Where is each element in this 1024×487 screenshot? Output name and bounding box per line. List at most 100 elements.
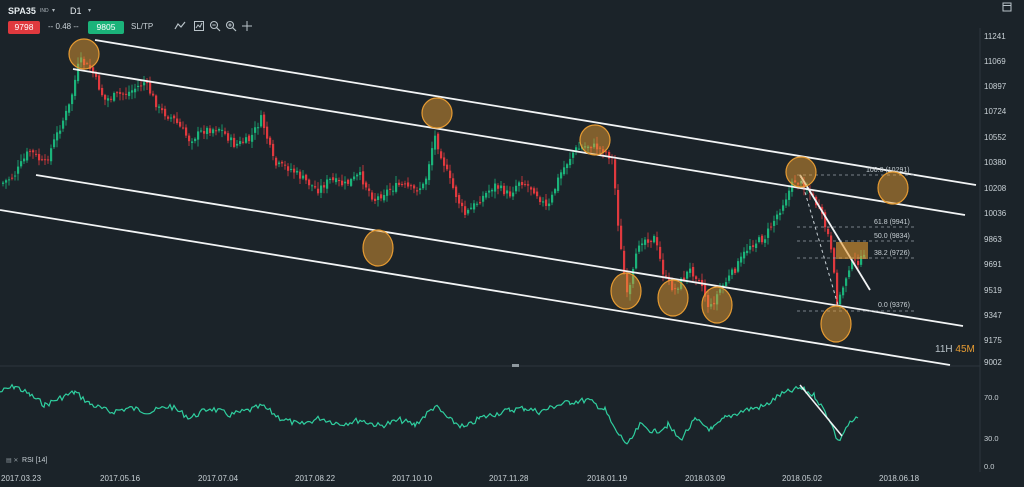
buy-button[interactable]: 9805 <box>88 21 124 34</box>
candle <box>833 248 836 273</box>
date-tick: 2018.05.02 <box>782 474 823 483</box>
candle <box>782 205 785 211</box>
candle <box>728 275 731 281</box>
candle <box>215 130 218 132</box>
candle <box>512 192 515 197</box>
trend-line-icon[interactable] <box>174 20 186 32</box>
candle <box>104 94 107 100</box>
candle <box>686 271 689 279</box>
date-tick: 2017.05.16 <box>100 474 141 483</box>
candle <box>641 243 644 246</box>
candle <box>443 157 446 166</box>
swing-marker <box>610 272 642 310</box>
candle <box>395 182 398 192</box>
price-tick: 10380 <box>984 158 1007 167</box>
candle <box>74 79 77 96</box>
candle <box>563 167 566 175</box>
candle <box>533 188 536 194</box>
price-tick: 10897 <box>984 82 1007 91</box>
candle <box>698 280 701 282</box>
candle <box>479 202 482 204</box>
candle <box>608 151 611 159</box>
candle <box>425 178 428 185</box>
maximize-icon[interactable] <box>1002 2 1012 14</box>
candle <box>779 212 782 216</box>
symbol-name[interactable]: SPA35 <box>8 6 36 16</box>
candle <box>557 177 560 191</box>
candle <box>551 194 554 203</box>
price-tick: 11241 <box>984 32 1006 41</box>
close-icon[interactable]: ✕ <box>13 458 19 464</box>
candle <box>683 277 686 280</box>
candle <box>179 121 182 127</box>
candle <box>635 253 638 269</box>
candle <box>26 151 29 161</box>
candle <box>128 91 131 97</box>
price-tick: 9002 <box>984 358 1002 367</box>
candle <box>653 236 656 243</box>
price-tick: 10036 <box>984 209 1007 218</box>
candle <box>353 176 356 180</box>
candle <box>578 148 581 150</box>
candle <box>773 220 776 226</box>
swing-marker <box>579 124 611 156</box>
candle <box>515 185 518 192</box>
symbol-dropdown-icon[interactable]: ▾ <box>52 8 56 14</box>
indicator-icon[interactable] <box>193 20 205 32</box>
candle <box>20 161 23 167</box>
candle <box>362 171 365 185</box>
date-tick: 2017.08.22 <box>295 474 336 483</box>
channel-line <box>0 209 951 366</box>
zoom-in-icon[interactable] <box>225 20 237 32</box>
pane-resize-handle[interactable] <box>512 364 519 367</box>
candle <box>5 180 8 183</box>
candles <box>2 52 866 313</box>
candle <box>662 259 665 275</box>
candle <box>614 159 617 189</box>
trend-line <box>799 174 871 291</box>
candle <box>137 85 140 87</box>
candle <box>428 164 431 181</box>
candle <box>431 148 434 166</box>
candle <box>761 235 764 243</box>
candle <box>182 127 185 129</box>
candle <box>749 245 752 250</box>
candle <box>14 175 17 177</box>
candle <box>92 67 95 74</box>
candle <box>293 168 296 173</box>
candle <box>527 184 530 186</box>
swing-marker <box>362 229 394 267</box>
candle <box>695 276 698 280</box>
date-tick: 2018.06.18 <box>879 474 920 483</box>
indicator-controls[interactable]: ▤ ✕ RSI [14] <box>6 457 47 464</box>
sell-button[interactable]: 9798 <box>8 21 40 34</box>
candle <box>332 177 335 181</box>
zoom-out-icon[interactable] <box>209 20 221 32</box>
price-tick: 9691 <box>984 260 1002 269</box>
crosshair-icon[interactable] <box>241 20 253 32</box>
candle <box>317 188 320 194</box>
candle <box>251 134 254 142</box>
candle <box>17 166 20 174</box>
candle <box>143 82 146 86</box>
fib-levels <box>797 174 915 312</box>
candle <box>419 188 422 191</box>
candle <box>605 151 608 153</box>
timeframe-dropdown-icon[interactable]: ▾ <box>88 8 92 14</box>
rsi-tick: 70.0 <box>984 393 999 402</box>
candle <box>170 117 173 119</box>
sltp-button[interactable]: SL/TP <box>131 22 154 31</box>
spread-change: -- 0.48 -- <box>48 22 79 31</box>
candle <box>521 182 524 186</box>
price-tick: 10724 <box>984 107 1007 116</box>
candle <box>737 261 740 272</box>
candle <box>266 126 269 139</box>
candle <box>278 162 281 165</box>
candle <box>29 150 32 152</box>
timeframe-label[interactable]: D1 <box>70 6 82 16</box>
settings-icon[interactable]: ▤ <box>6 458 12 464</box>
rsi-label: RSI [14] <box>22 457 48 464</box>
candle <box>308 179 311 186</box>
